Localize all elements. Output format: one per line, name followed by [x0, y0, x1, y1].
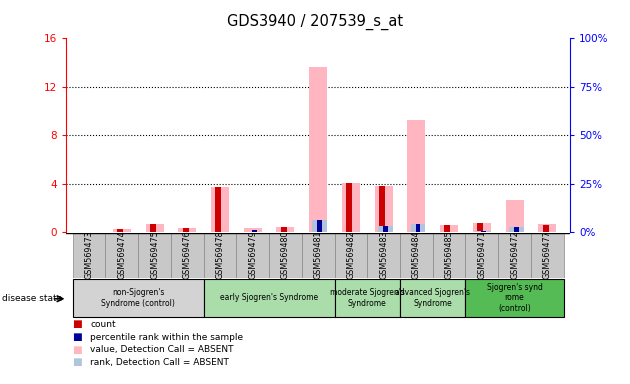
- Text: non-Sjogren's
Syndrome (control): non-Sjogren's Syndrome (control): [101, 288, 175, 308]
- Bar: [138, 233, 171, 278]
- Text: GSM569478: GSM569478: [215, 230, 224, 279]
- Text: GSM569472: GSM569472: [510, 230, 519, 279]
- Text: GSM569480: GSM569480: [281, 230, 290, 279]
- Bar: [72, 233, 105, 278]
- Bar: [531, 233, 564, 278]
- Text: GSM569477: GSM569477: [542, 230, 552, 279]
- Bar: [367, 233, 400, 278]
- Bar: [400, 279, 466, 317]
- Bar: [481, 231, 486, 232]
- Bar: [509, 227, 524, 232]
- Text: disease state: disease state: [2, 294, 62, 303]
- Bar: [346, 183, 352, 232]
- Text: count: count: [90, 320, 116, 329]
- Bar: [252, 230, 257, 232]
- Bar: [400, 233, 433, 278]
- Bar: [513, 227, 518, 232]
- Text: GSM569476: GSM569476: [183, 230, 192, 279]
- Bar: [440, 225, 458, 232]
- Text: moderate Sjogren's
Syndrome: moderate Sjogren's Syndrome: [329, 288, 404, 308]
- Text: GSM569473: GSM569473: [84, 230, 94, 279]
- Text: advanced Sjogren's
Syndrome: advanced Sjogren's Syndrome: [395, 288, 470, 308]
- Bar: [318, 220, 322, 232]
- Bar: [375, 186, 392, 232]
- Bar: [542, 225, 549, 232]
- Bar: [312, 220, 327, 232]
- Text: ■: ■: [72, 332, 82, 342]
- Bar: [538, 224, 556, 232]
- Bar: [466, 279, 564, 317]
- Bar: [203, 233, 236, 278]
- Text: ■: ■: [72, 319, 82, 329]
- Bar: [281, 227, 287, 232]
- Text: GSM569475: GSM569475: [150, 230, 159, 279]
- Text: GSM569471: GSM569471: [478, 230, 486, 279]
- Bar: [72, 279, 203, 317]
- Bar: [215, 187, 221, 232]
- Bar: [105, 233, 138, 278]
- Bar: [244, 228, 261, 232]
- Text: GSM569484: GSM569484: [412, 230, 421, 279]
- Text: value, Detection Call = ABSENT: value, Detection Call = ABSENT: [90, 345, 234, 354]
- Bar: [236, 233, 269, 278]
- Bar: [477, 223, 483, 232]
- Bar: [335, 233, 367, 278]
- Text: Sjogren's synd
rome
(control): Sjogren's synd rome (control): [486, 283, 542, 313]
- Text: GSM569474: GSM569474: [117, 230, 126, 279]
- Bar: [277, 227, 294, 232]
- Text: percentile rank within the sample: percentile rank within the sample: [90, 333, 243, 342]
- Bar: [335, 279, 400, 317]
- Bar: [171, 233, 203, 278]
- Bar: [342, 183, 360, 232]
- Bar: [211, 187, 229, 232]
- Bar: [309, 68, 327, 232]
- Text: GSM569481: GSM569481: [314, 230, 323, 279]
- Bar: [269, 233, 302, 278]
- Bar: [505, 200, 524, 232]
- Text: GSM569485: GSM569485: [445, 230, 454, 279]
- Bar: [498, 233, 531, 278]
- Bar: [146, 224, 164, 232]
- Bar: [183, 228, 188, 232]
- Bar: [408, 119, 425, 232]
- Bar: [178, 228, 196, 232]
- Text: early Sjogren's Syndrome: early Sjogren's Syndrome: [220, 293, 318, 303]
- Text: ■: ■: [72, 345, 82, 355]
- Text: ■: ■: [72, 358, 82, 367]
- Text: GSM569482: GSM569482: [346, 230, 355, 279]
- Bar: [476, 231, 491, 232]
- Text: GSM569483: GSM569483: [379, 230, 388, 279]
- Bar: [416, 224, 420, 232]
- Bar: [203, 279, 335, 317]
- Bar: [117, 229, 123, 232]
- Bar: [472, 223, 491, 232]
- Bar: [302, 233, 335, 278]
- Bar: [466, 233, 498, 278]
- Text: GSM569479: GSM569479: [248, 230, 257, 279]
- Bar: [433, 233, 466, 278]
- Bar: [445, 225, 450, 232]
- Bar: [383, 226, 387, 232]
- Text: rank, Detection Call = ABSENT: rank, Detection Call = ABSENT: [90, 358, 229, 367]
- Text: GDS3940 / 207539_s_at: GDS3940 / 207539_s_at: [227, 13, 403, 30]
- Bar: [379, 186, 385, 232]
- Bar: [378, 226, 392, 232]
- Bar: [150, 224, 156, 232]
- Bar: [113, 229, 131, 232]
- Bar: [411, 224, 425, 232]
